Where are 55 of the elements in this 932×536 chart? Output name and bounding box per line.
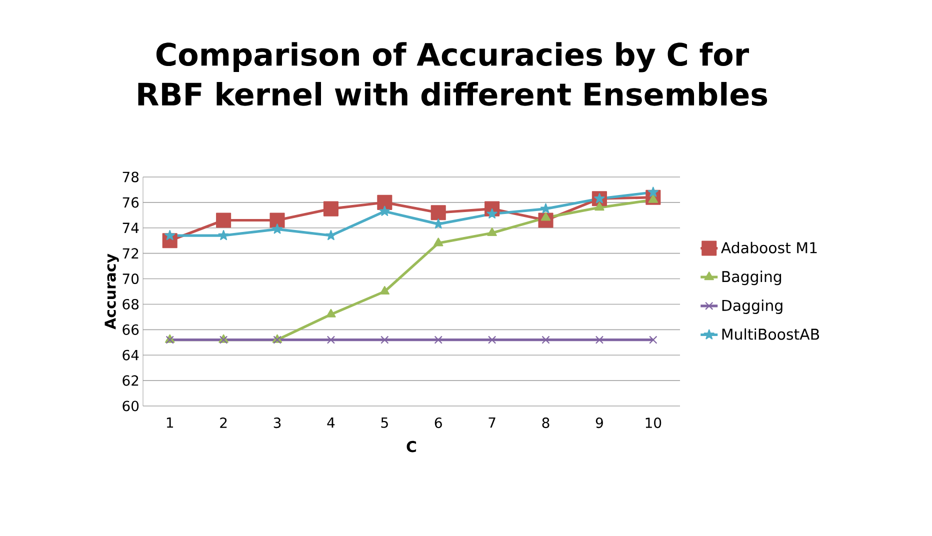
point (326, 230, 336, 240)
x-tick-label: 10 (646, 418, 662, 428)
legend-label: MultiBoostAB (722, 328, 820, 340)
point (326, 336, 336, 344)
point (218, 230, 229, 240)
point (488, 336, 496, 344)
point (377, 194, 392, 210)
x-tick-label: 3 (274, 418, 281, 428)
point (326, 308, 336, 318)
legend-label: Adaboost M1 (721, 242, 817, 254)
y-tick-label: 62 (122, 375, 138, 386)
chart-title: Comparison of Accuracies by C for RBF kernel with different Ensembles (138, 42, 768, 106)
x-tick-label: 4 (327, 418, 335, 428)
point (216, 212, 232, 228)
point (595, 336, 604, 344)
point (540, 212, 551, 221)
legend-label: Bagging (722, 270, 782, 286)
point (270, 212, 285, 228)
x-axis-title: C (406, 440, 416, 452)
x-tick-label: 1 (166, 418, 174, 428)
point (648, 194, 658, 203)
point (542, 336, 550, 344)
point (594, 202, 604, 211)
y-tick-label: 60 (122, 400, 139, 412)
x-tick-label: 2 (220, 418, 227, 428)
point (648, 186, 658, 197)
point (379, 206, 390, 216)
point (540, 203, 552, 214)
point (486, 208, 498, 218)
point (433, 238, 444, 246)
y-tick-label: 66 (122, 324, 139, 335)
x-tick-label: 7 (488, 418, 496, 428)
y-tick-label: 74 (122, 222, 139, 233)
point (323, 201, 338, 216)
x-tick-label: 8 (542, 418, 550, 428)
y-tick-label: 76 (122, 197, 139, 208)
point (430, 205, 446, 220)
point (380, 286, 390, 295)
x-tick-label: 5 (381, 418, 388, 428)
y-tick-label: 64 (122, 350, 139, 360)
point (272, 224, 283, 234)
point (164, 230, 176, 240)
point (487, 227, 497, 236)
point (649, 336, 658, 344)
y-tick-label: 70 (122, 273, 139, 284)
legend-label: Dagging (722, 300, 782, 314)
point (380, 336, 389, 344)
y-axis-title: Accuracy (104, 254, 119, 330)
point (594, 193, 605, 204)
point (434, 336, 442, 344)
x-tick-label: 6 (434, 418, 442, 428)
y-tick-label: 68 (122, 298, 139, 310)
y-tick-label: 72 (122, 248, 138, 259)
x-tick-label: 9 (596, 418, 603, 428)
y-tick-label: 78 (122, 172, 139, 182)
